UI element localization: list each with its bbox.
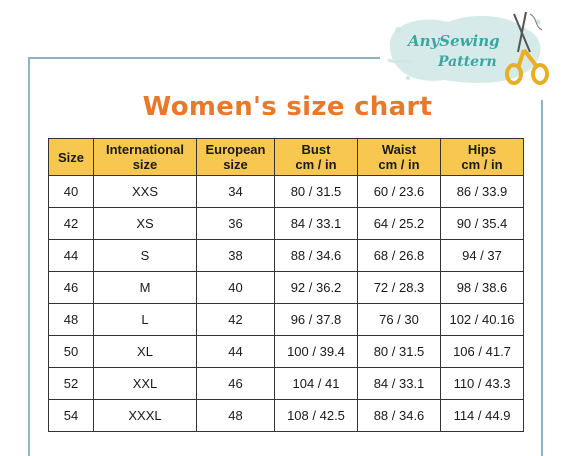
cell-bust: 84 / 33.1 — [274, 207, 358, 240]
table-row: 44 S 38 88 / 34.6 68 / 26.8 94 / 37 — [48, 239, 524, 272]
header-size: Size — [48, 138, 94, 176]
cell-international-size: XL — [93, 335, 197, 368]
cell-international-size: M — [93, 271, 197, 304]
table-row: 48 L 42 96 / 37.8 76 / 30 102 / 40.16 — [48, 303, 524, 336]
table-header-row: Size International size European size Bu… — [48, 138, 524, 176]
cell-size: 44 — [48, 239, 94, 272]
header-hips: Hips cm / in — [440, 138, 524, 176]
table-row: 46 M 40 92 / 36.2 72 / 28.3 98 / 38.6 — [48, 271, 524, 304]
header-line-1: European — [205, 142, 266, 157]
cell-waist: 88 / 34.6 — [357, 399, 441, 432]
page-title: Women's size chart — [142, 92, 433, 122]
header-line-2: cm / in — [461, 157, 503, 172]
cell-size: 50 — [48, 335, 94, 368]
cell-waist: 84 / 33.1 — [357, 367, 441, 400]
cell-hips: 102 / 40.16 — [440, 303, 524, 336]
header-line-2: size — [223, 157, 248, 172]
frame-top-border — [28, 57, 380, 59]
cell-hips: 98 / 38.6 — [440, 271, 524, 304]
cell-bust: 104 / 41 — [274, 367, 358, 400]
header-line-2: size — [132, 157, 158, 172]
header-line-2: cm / in — [378, 157, 420, 172]
cell-waist: 72 / 28.3 — [357, 271, 441, 304]
cell-bust: 88 / 34.6 — [274, 239, 358, 272]
cell-european-size: 48 — [196, 399, 275, 432]
cell-hips: 114 / 44.9 — [440, 399, 524, 432]
table-row: 40 XXS 34 80 / 31.5 60 / 23.6 86 / 33.9 — [48, 175, 524, 208]
header-bust: Bust cm / in — [274, 138, 358, 176]
cell-size: 42 — [48, 207, 94, 240]
cell-european-size: 34 — [196, 175, 275, 208]
cell-waist: 64 / 25.2 — [357, 207, 441, 240]
cell-waist: 76 / 30 — [357, 303, 441, 336]
header-line-1: International — [105, 142, 184, 157]
cell-size: 40 — [48, 175, 94, 208]
cell-european-size: 36 — [196, 207, 275, 240]
logo-text-sub: Pattern — [438, 54, 497, 70]
cell-size: 52 — [48, 367, 94, 400]
cell-bust: 100 / 39.4 — [274, 335, 358, 368]
cell-size: 48 — [48, 303, 94, 336]
cell-bust: 108 / 42.5 — [274, 399, 358, 432]
cell-size: 54 — [48, 399, 94, 432]
logo-splash-graphic — [387, 15, 541, 83]
header-line-1: Waist — [381, 142, 417, 157]
cell-international-size: S — [93, 239, 197, 272]
table-row: 52 XXL 46 104 / 41 84 / 33.1 110 / 43.3 — [48, 367, 524, 400]
brand-logo: AnySewing Pattern — [378, 8, 558, 90]
frame-left-border — [28, 57, 30, 456]
cell-international-size: L — [93, 303, 197, 336]
cell-international-size: XXXL — [93, 399, 197, 432]
header-line-1: Hips — [467, 142, 497, 157]
cell-international-size: XXS — [93, 175, 197, 208]
cell-bust: 96 / 37.8 — [274, 303, 358, 336]
cell-european-size: 40 — [196, 271, 275, 304]
header-waist: Waist cm / in — [357, 138, 441, 176]
header-international-size: International size — [93, 138, 197, 176]
table-row: 42 XS 36 84 / 33.1 64 / 25.2 90 / 35.4 — [48, 207, 524, 240]
table-row: 50 XL 44 100 / 39.4 80 / 31.5 106 / 41.7 — [48, 335, 524, 368]
cell-hips: 110 / 43.3 — [440, 367, 524, 400]
cell-hips: 94 / 37 — [440, 239, 524, 272]
header-line-2: cm / in — [295, 157, 337, 172]
size-chart-table: Size International size European size Bu… — [48, 138, 524, 432]
table-row: 54 XXXL 48 108 / 42.5 88 / 34.6 114 / 44… — [48, 399, 524, 432]
cell-hips: 90 / 35.4 — [440, 207, 524, 240]
cell-european-size: 38 — [196, 239, 275, 272]
cell-international-size: XS — [93, 207, 197, 240]
cell-bust: 92 / 36.2 — [274, 271, 358, 304]
header-european-size: European size — [196, 138, 275, 176]
cell-international-size: XXL — [93, 367, 197, 400]
header-line-1: Bust — [301, 142, 331, 157]
frame-right-border — [541, 100, 543, 456]
cell-european-size: 44 — [196, 335, 275, 368]
logo-text-brand: AnySewing — [408, 32, 500, 50]
cell-hips: 106 / 41.7 — [440, 335, 524, 368]
cell-european-size: 42 — [196, 303, 275, 336]
cell-waist: 68 / 26.8 — [357, 239, 441, 272]
cell-waist: 60 / 23.6 — [357, 175, 441, 208]
cell-size: 46 — [48, 271, 94, 304]
header-size-label: Size — [57, 149, 84, 165]
scissors-icon — [505, 11, 549, 85]
cell-waist: 80 / 31.5 — [357, 335, 441, 368]
cell-european-size: 46 — [196, 367, 275, 400]
cell-hips: 86 / 33.9 — [440, 175, 524, 208]
cell-bust: 80 / 31.5 — [274, 175, 358, 208]
